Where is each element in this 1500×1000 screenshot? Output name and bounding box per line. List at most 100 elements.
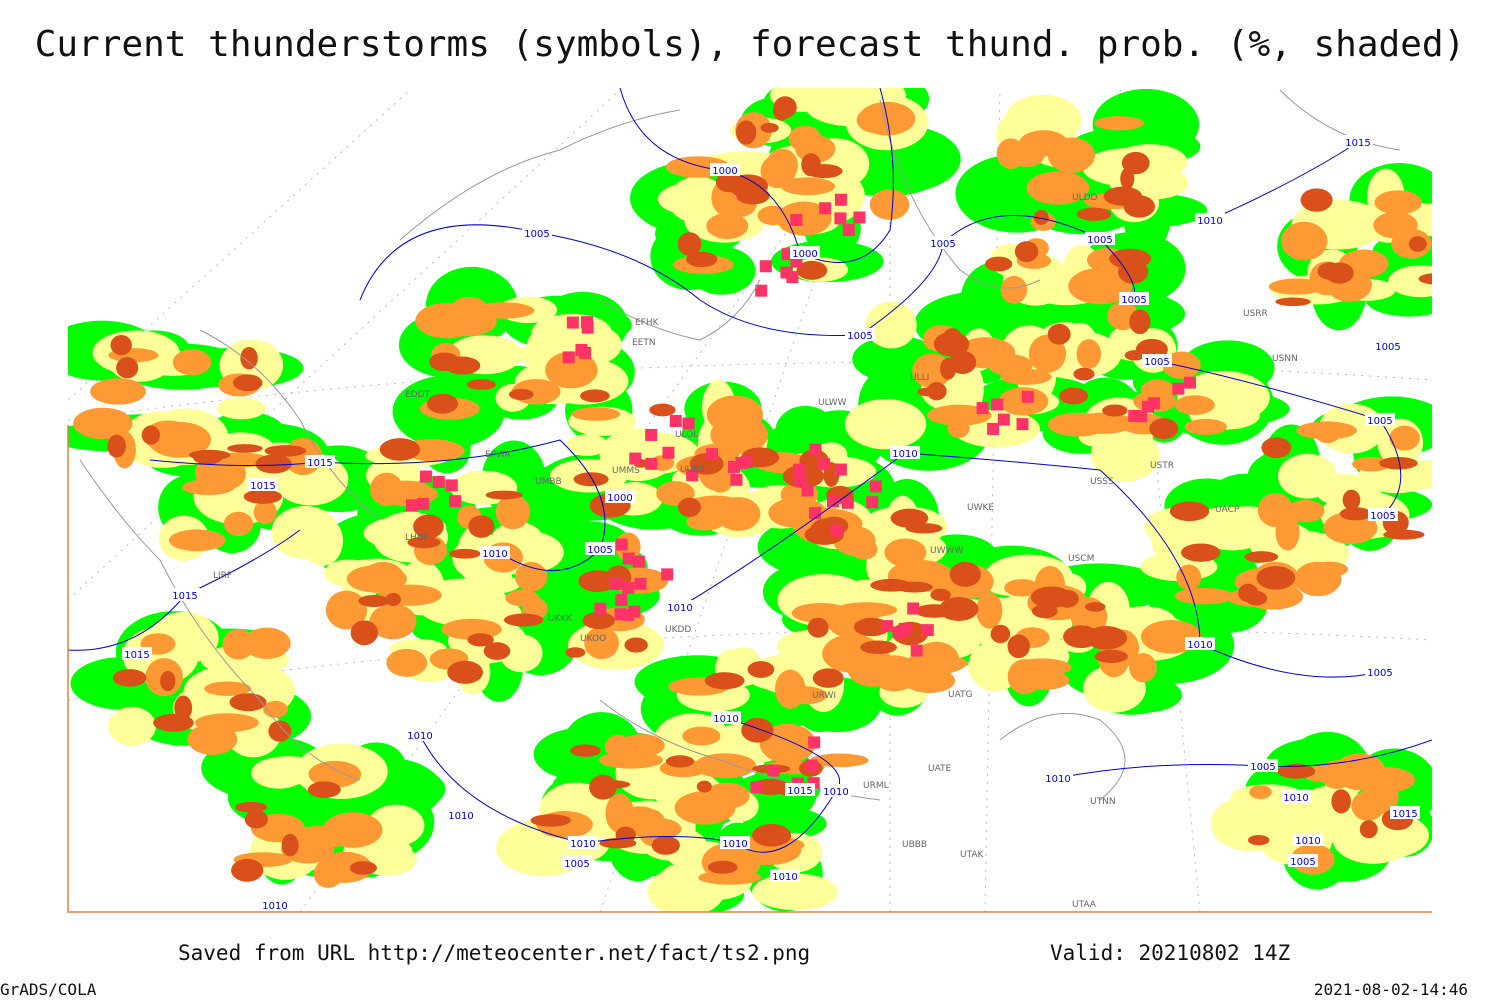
storm-symbol <box>910 644 923 657</box>
shade <box>168 529 226 552</box>
shade <box>584 626 619 660</box>
storm-symbol <box>809 507 822 520</box>
shade <box>141 425 160 445</box>
storm-symbol <box>907 602 920 615</box>
storm-symbol <box>808 736 821 749</box>
isobar-label: 1000 <box>792 249 817 260</box>
storm-symbol <box>566 316 579 329</box>
isobar-label-bg <box>1185 637 1215 650</box>
isobar-label: 1010 <box>892 449 917 460</box>
shade <box>1342 489 1361 511</box>
shade <box>449 548 481 559</box>
isobar-label-bg <box>605 490 635 503</box>
shade <box>172 349 212 376</box>
shade <box>447 660 483 684</box>
shade <box>193 450 223 465</box>
shade <box>325 590 368 630</box>
storm-symbol <box>622 581 635 594</box>
shade <box>736 120 757 145</box>
shade <box>780 177 835 196</box>
storm-symbol <box>767 764 780 777</box>
shade <box>704 672 745 690</box>
shade <box>1129 653 1157 683</box>
isobar-label-bg <box>1119 292 1149 305</box>
station-label: USCM <box>1068 554 1094 564</box>
shade <box>1085 602 1106 612</box>
isobar-label: 1005 <box>1121 295 1146 306</box>
timestamp: 2021-08-02-14:46 <box>1314 980 1468 999</box>
shade <box>865 301 917 349</box>
isobar-label: 1000 <box>607 493 632 504</box>
shade <box>1339 507 1372 521</box>
shade <box>483 642 511 660</box>
storm-symbol <box>809 443 822 456</box>
storm-symbol <box>755 284 768 297</box>
isobar-label-bg <box>1368 508 1398 521</box>
shade <box>665 755 695 768</box>
shade <box>706 213 749 240</box>
shade <box>426 393 459 414</box>
isobar-label: 1015 <box>787 786 812 797</box>
isobar-label: 1010 <box>407 731 432 742</box>
shade <box>1261 437 1292 459</box>
shade <box>346 565 407 593</box>
isobar-label: 1015 <box>250 481 275 492</box>
shade <box>233 374 263 392</box>
shade <box>649 403 676 417</box>
shade <box>1026 171 1090 205</box>
station-label: UWWW <box>930 546 963 556</box>
shade <box>796 260 828 280</box>
shade <box>268 720 292 742</box>
storm-symbol <box>562 351 575 364</box>
storm-symbol <box>793 463 806 476</box>
storm-symbol <box>629 452 642 465</box>
shade <box>716 496 761 531</box>
shade <box>435 307 497 337</box>
isobar-label-bg <box>1043 771 1073 784</box>
storm-symbol <box>827 495 840 508</box>
shade <box>728 174 769 198</box>
shade <box>657 864 696 912</box>
storm-symbol <box>976 402 989 415</box>
shade <box>110 335 132 356</box>
station-label: EETN <box>632 338 656 348</box>
station-label: ULOL <box>675 430 698 440</box>
isobar-label-bg <box>785 783 815 796</box>
shade <box>508 388 534 400</box>
shade <box>853 617 890 637</box>
shade <box>90 378 146 405</box>
storm-symbol <box>892 626 905 639</box>
storm-symbol <box>830 524 843 537</box>
shade <box>1351 790 1385 821</box>
shade <box>809 753 869 768</box>
isobar-label-bg <box>1248 759 1278 772</box>
isobar-label: 1010 <box>482 549 507 560</box>
storm-symbol <box>801 484 814 497</box>
isobar-label: 1010 <box>1197 216 1222 227</box>
isobar-label: 1005 <box>1367 416 1392 427</box>
shade <box>1103 186 1143 206</box>
shade <box>1174 395 1215 415</box>
shade <box>940 357 957 380</box>
shade <box>405 439 465 462</box>
shade <box>926 382 947 401</box>
isobar-label: 1010 <box>772 872 797 883</box>
shade <box>1094 116 1145 131</box>
isobar-label: 1005 <box>847 331 872 342</box>
shade <box>1180 543 1221 562</box>
shade <box>903 668 956 693</box>
storm-symbol <box>615 593 628 606</box>
shade <box>933 331 970 357</box>
shade <box>591 780 631 789</box>
shade <box>1048 412 1109 437</box>
shade <box>990 624 1011 644</box>
storm-symbol <box>1141 400 1154 413</box>
storm-symbol <box>790 213 803 226</box>
shade <box>255 454 292 474</box>
shade <box>1092 89 1199 160</box>
isobar-label: 1010 <box>448 811 473 822</box>
isobar-label: 1015 <box>1392 809 1417 820</box>
shade <box>1359 820 1378 839</box>
shade <box>1149 418 1179 440</box>
